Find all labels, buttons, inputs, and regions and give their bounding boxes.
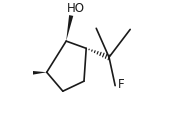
- Polygon shape: [32, 71, 47, 75]
- Polygon shape: [66, 16, 73, 42]
- Text: F: F: [117, 77, 124, 90]
- Text: HO: HO: [67, 2, 85, 15]
